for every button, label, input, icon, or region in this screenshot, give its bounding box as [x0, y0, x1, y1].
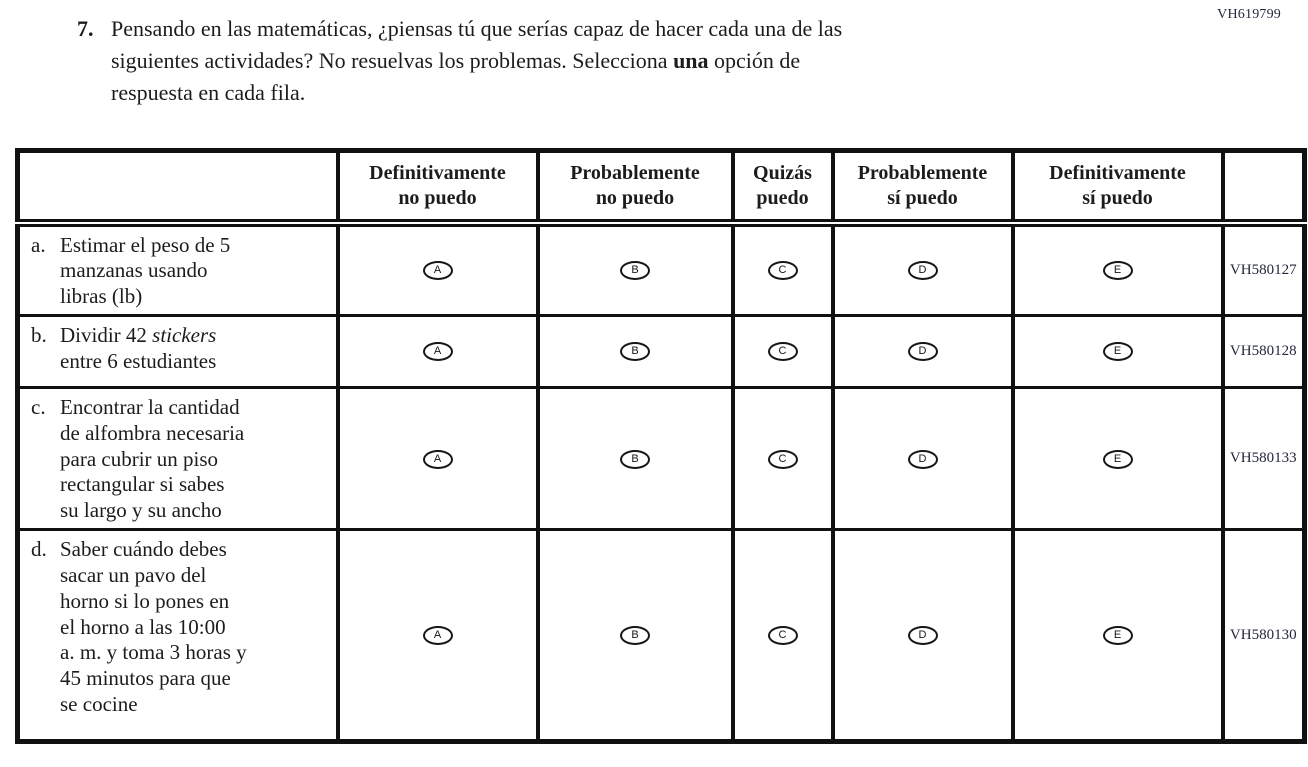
item-text: Dividir 42 stickers entre 6 estudiantes: [60, 323, 216, 375]
option-cell: E: [1010, 528, 1225, 744]
option-cell: B: [535, 385, 735, 532]
table-row-a: a. Estimar el peso de 5 manzanas usando …: [15, 221, 1307, 317]
option-bubble-a[interactable]: A: [422, 342, 453, 362]
option-cell: A: [335, 528, 540, 744]
item-code: VH580128: [1220, 313, 1307, 389]
option-bubble-c[interactable]: C: [767, 449, 798, 469]
item-letter-label: a.: [31, 232, 46, 257]
option-cell: D: [830, 528, 1015, 744]
question-text-part2: opción de respuesta en cada fila.: [111, 47, 801, 105]
item-code: VH580133: [1220, 385, 1307, 532]
option-cell: C: [730, 528, 835, 744]
option-cell: E: [1010, 385, 1225, 532]
item-text-pre: Dividir 42: [60, 322, 153, 347]
option-cell: E: [1010, 221, 1225, 317]
question-number: 7.: [77, 16, 94, 41]
option-bubble-c[interactable]: C: [767, 261, 798, 281]
option-bubble-e[interactable]: E: [1102, 626, 1133, 646]
option-bubble-d[interactable]: D: [907, 261, 938, 281]
item-text: Saber cuándo debes sacar un pavo del hor…: [60, 537, 247, 717]
item-text: Estimar el peso de 5 manzanas usando lib…: [60, 232, 231, 309]
item-text: Encontrar la cantidad de alfombra necesa…: [60, 394, 245, 523]
option-bubble-c[interactable]: C: [767, 342, 798, 362]
item-text-italic: stickers: [152, 322, 217, 347]
option-cell: D: [830, 385, 1015, 532]
option-bubble-a[interactable]: A: [422, 261, 453, 281]
option-cell: B: [535, 528, 735, 744]
option-bubble-a[interactable]: A: [422, 449, 453, 469]
item-cell-c: c. Encontrar la cantidad de alfombra nec…: [15, 385, 340, 532]
header-empty-cell: [15, 149, 340, 227]
option-cell: E: [1010, 313, 1225, 389]
option-cell: B: [535, 221, 735, 317]
option-cell: A: [335, 221, 540, 317]
question-text-part1: Pensando en las matemáticas, ¿piensas tú…: [111, 16, 843, 73]
item-cell-b: b. Dividir 42 stickers entre 6 estudiant…: [15, 313, 340, 389]
option-cell: D: [830, 221, 1015, 317]
response-matrix-table: Definitivamente no puedo Probablemente n…: [15, 148, 1307, 745]
item-text-post: entre 6 estudiantes: [60, 348, 217, 373]
item-code: VH580130: [1220, 528, 1307, 744]
header-probablemente-si-puedo: Probablemente sí puedo: [830, 149, 1015, 227]
option-bubble-a[interactable]: A: [422, 626, 453, 646]
option-bubble-d[interactable]: D: [907, 449, 938, 469]
question-text-bold-word: una: [673, 47, 709, 73]
item-letter-label: b.: [31, 322, 47, 347]
option-bubble-b[interactable]: B: [620, 626, 650, 646]
header-quizas-puedo: Quizás puedo: [730, 149, 835, 227]
form-code: VH619799: [1217, 7, 1281, 22]
table-row-d: d. Saber cuándo debes sacar un pavo del …: [15, 528, 1307, 744]
option-cell: A: [335, 313, 540, 389]
question-text: Pensando en las matemáticas, ¿piensas tú…: [111, 13, 1101, 109]
header-row: Definitivamente no puedo Probablemente n…: [15, 149, 1307, 227]
header-code-cell: [1220, 149, 1307, 227]
option-cell: C: [730, 313, 835, 389]
option-bubble-b[interactable]: B: [620, 449, 650, 469]
option-bubble-c[interactable]: C: [767, 626, 798, 646]
item-letter-label: c.: [31, 394, 46, 419]
option-cell: B: [535, 313, 735, 389]
option-bubble-b[interactable]: B: [620, 261, 650, 281]
option-bubble-e[interactable]: E: [1102, 449, 1133, 469]
table-row-c: c. Encontrar la cantidad de alfombra nec…: [15, 385, 1307, 532]
item-cell-a: a. Estimar el peso de 5 manzanas usando …: [15, 221, 340, 317]
option-cell: D: [830, 313, 1015, 389]
option-bubble-e[interactable]: E: [1102, 342, 1133, 362]
option-cell: C: [730, 221, 835, 317]
item-letter-label: d.: [31, 537, 47, 562]
option-bubble-b[interactable]: B: [620, 342, 650, 362]
question-block: 7. Pensando en las matemáticas, ¿piensas…: [77, 13, 1101, 109]
header-definitivamente-no-puedo: Definitivamente no puedo: [335, 149, 540, 227]
header-probablemente-no-puedo: Probablemente no puedo: [535, 149, 735, 227]
item-code: VH580127: [1220, 221, 1307, 317]
table-row-b: b. Dividir 42 stickers entre 6 estudiant…: [15, 313, 1307, 389]
option-cell: C: [730, 385, 835, 532]
item-cell-d: d. Saber cuándo debes sacar un pavo del …: [15, 528, 340, 744]
option-bubble-d[interactable]: D: [907, 626, 938, 646]
header-definitivamente-si-puedo: Definitivamente sí puedo: [1010, 149, 1225, 227]
option-cell: A: [335, 385, 540, 532]
option-bubble-e[interactable]: E: [1102, 261, 1133, 281]
option-bubble-d[interactable]: D: [907, 342, 938, 362]
